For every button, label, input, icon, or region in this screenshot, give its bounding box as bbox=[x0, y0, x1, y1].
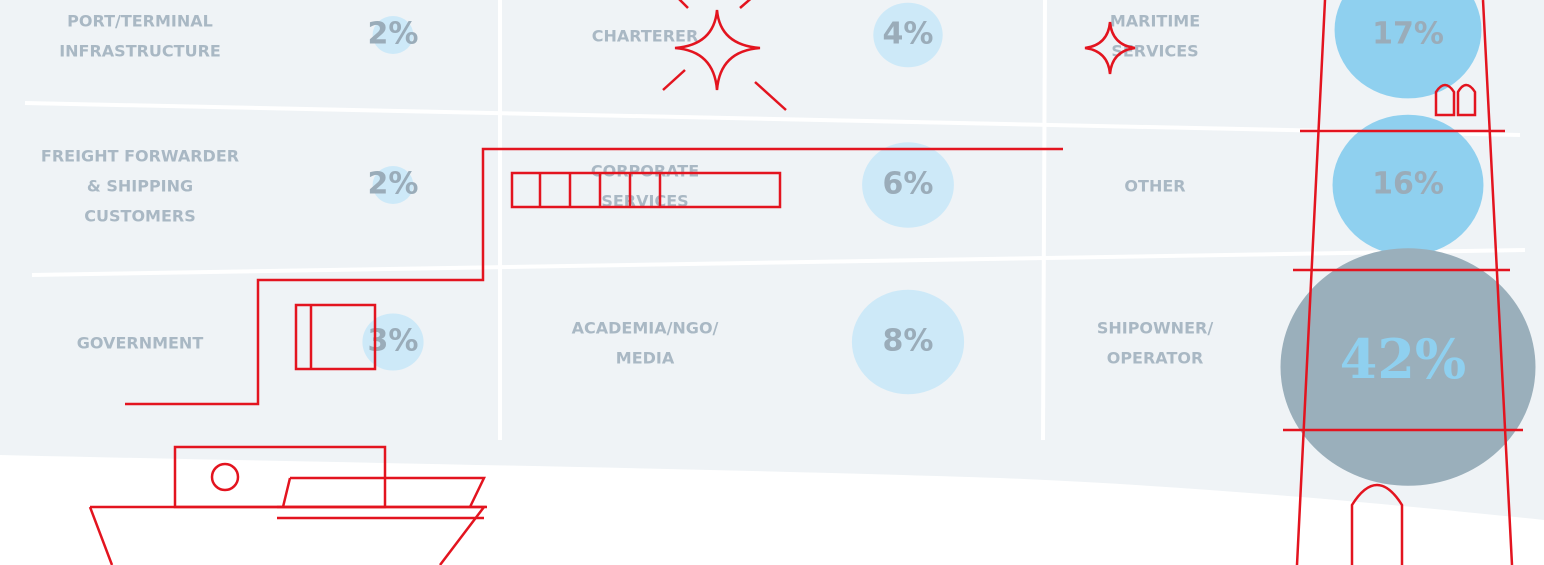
cell-label: MARITIME bbox=[1110, 12, 1200, 31]
cell-label: GOVERNMENT bbox=[77, 334, 204, 353]
cell-label: SHIPOWNER/ bbox=[1097, 319, 1213, 338]
blobs bbox=[362, 0, 1535, 486]
page: {"cells": [ {"label": ["PORT/TERMINAL", … bbox=[0, 0, 1544, 565]
cell-label: OTHER bbox=[1124, 177, 1185, 196]
cell-label: FREIGHT FORWARDER bbox=[41, 147, 239, 166]
star bbox=[675, 10, 760, 90]
infographic: PORT/TERMINAL INFRASTRUCTURE 2% CHARTERER 4%… bbox=[0, 0, 1544, 565]
cell-value: 2% bbox=[368, 17, 419, 52]
cell-value: 2% bbox=[368, 167, 419, 202]
cell-label: MEDIA bbox=[616, 349, 675, 368]
cell-value: 4% bbox=[883, 17, 934, 52]
cell-label: ACADEMIA/NGO/ bbox=[572, 319, 719, 338]
cell-value: 17% bbox=[1372, 17, 1444, 52]
cell-label: & SHIPPING bbox=[87, 177, 193, 196]
cell-label: OPERATOR bbox=[1107, 349, 1204, 368]
cell-value: 42% bbox=[1340, 327, 1466, 391]
cell-label: PORT/TERMINAL bbox=[67, 12, 213, 31]
cell-value: 8% bbox=[883, 324, 934, 359]
bottom-band bbox=[0, 455, 1544, 565]
cell-label: CORPORATE bbox=[591, 162, 699, 181]
cell-label: INFRASTRUCTURE bbox=[59, 42, 221, 61]
divider bbox=[1043, 0, 1045, 440]
texts: PORT/TERMINAL INFRASTRUCTURE 2% CHARTERER 4%… bbox=[41, 12, 1466, 392]
cell-label: CHARTERER bbox=[592, 27, 699, 46]
divider bbox=[25, 103, 1520, 135]
cell-label: CUSTOMERS bbox=[84, 207, 195, 226]
cell-value: 16% bbox=[1372, 167, 1444, 202]
cell-value: 6% bbox=[883, 167, 934, 202]
star-rays bbox=[663, 0, 786, 110]
